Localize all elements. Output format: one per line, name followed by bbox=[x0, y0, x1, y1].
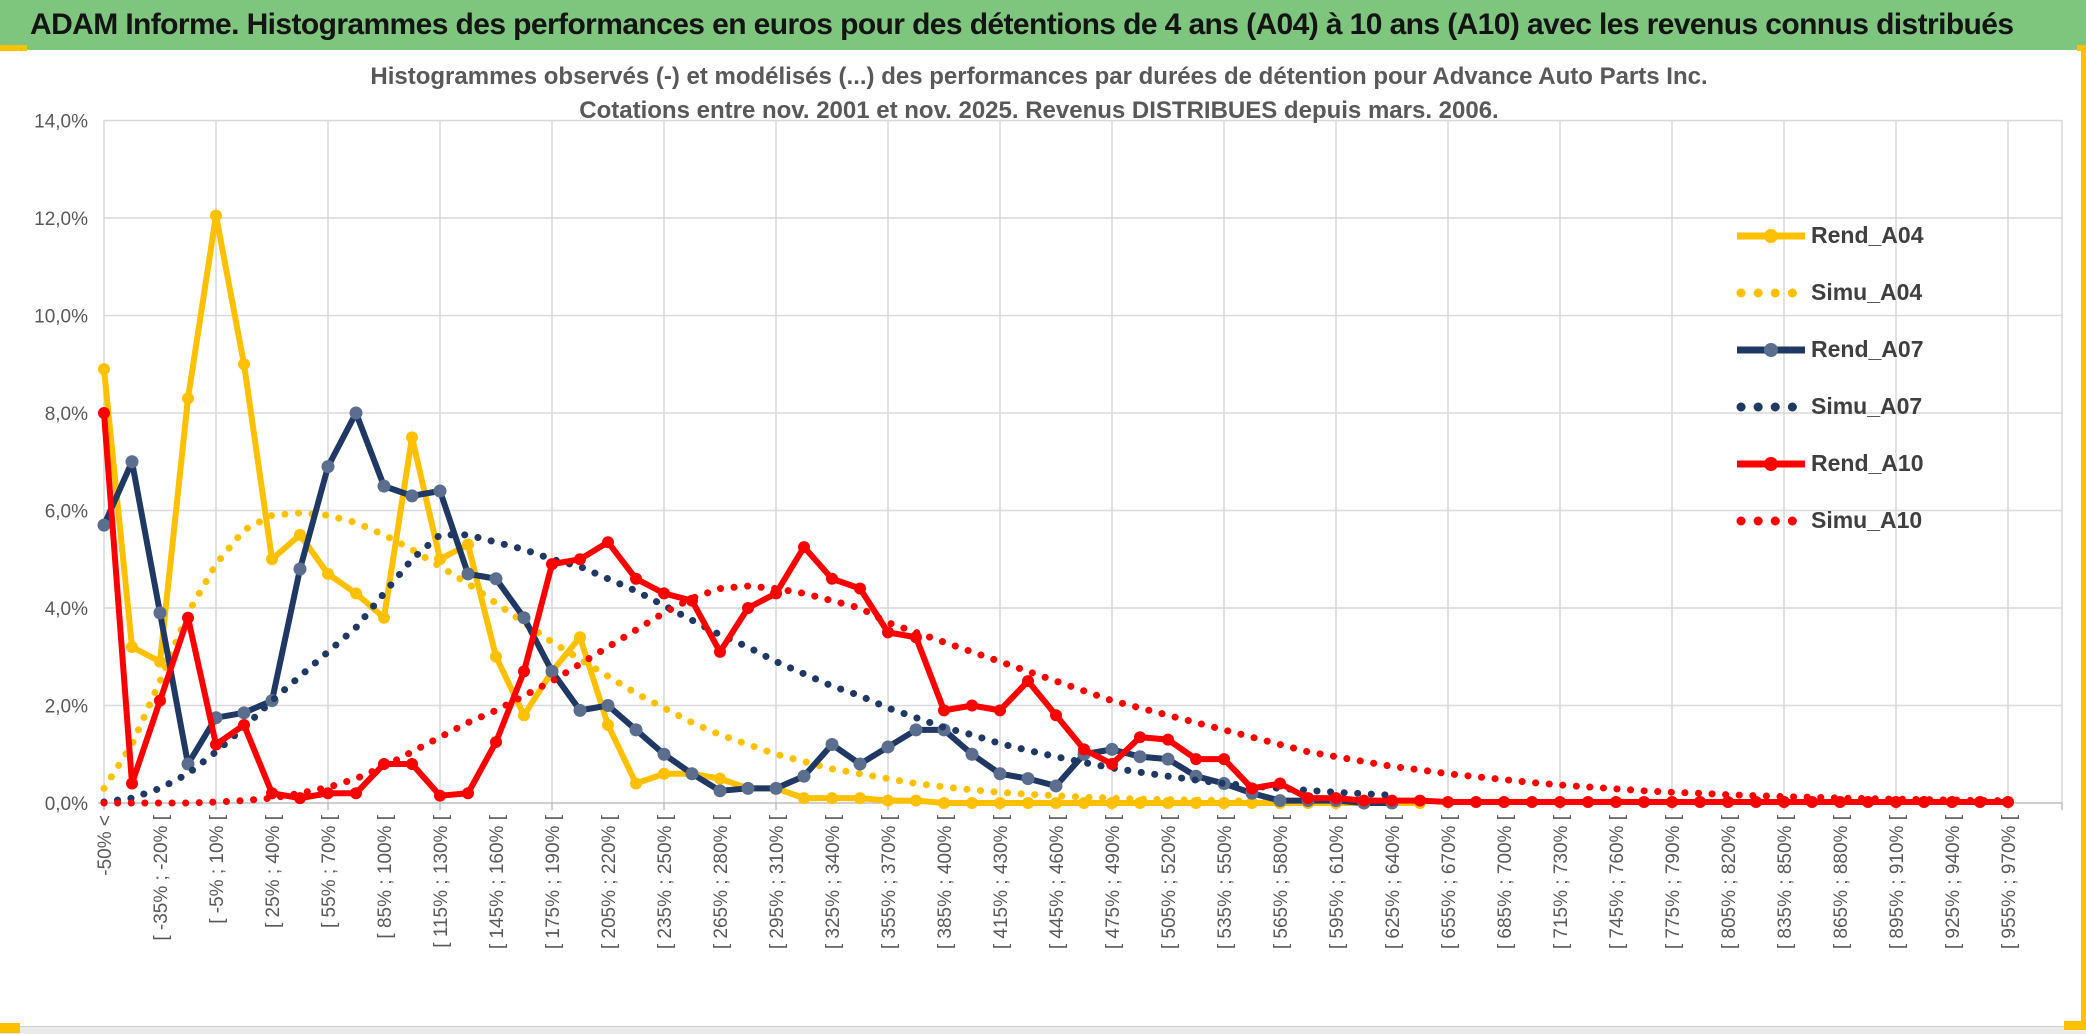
legend-item-rend-a07: Rend_A07 bbox=[1735, 321, 1923, 378]
svg-text:[ 325% ; 340% [: [ 325% ; 340% [ bbox=[823, 814, 844, 949]
legend-item-simu-a07: Simu_A07 bbox=[1735, 378, 1923, 435]
legend-swatch-solid-red-icon bbox=[1737, 456, 1805, 471]
svg-text:[ 925% ; 940% [: [ 925% ; 940% [ bbox=[1943, 814, 1964, 949]
svg-text:[ 415% ; 430% [: [ 415% ; 430% [ bbox=[991, 814, 1012, 949]
legend-label: Simu_A10 bbox=[1811, 507, 1923, 533]
gold-accent-bottom-right bbox=[2064, 1021, 2086, 1030]
svg-text:[ 85% ; 100% [: [ 85% ; 100% [ bbox=[375, 814, 396, 938]
svg-text:8,0%: 8,0% bbox=[45, 404, 88, 425]
svg-text:[ 295% ; 310% [: [ 295% ; 310% [ bbox=[767, 814, 788, 949]
svg-text:-50% <: -50% < bbox=[95, 815, 116, 876]
svg-text:[ 775% ; 790% [: [ 775% ; 790% [ bbox=[1663, 814, 1684, 949]
gold-accent-right-edge bbox=[2081, 51, 2086, 1022]
legend-swatch-dotted-red-icon bbox=[1736, 516, 1806, 525]
svg-text:14,0%: 14,0% bbox=[34, 112, 88, 133]
svg-text:2,0%: 2,0% bbox=[45, 697, 88, 718]
legend-item-rend-a10: Rend_A10 bbox=[1735, 435, 1923, 492]
gold-accent-top-right bbox=[2077, 45, 2086, 51]
legend-swatch-dotted-gold-icon bbox=[1736, 288, 1806, 297]
svg-text:4,0%: 4,0% bbox=[45, 599, 88, 620]
svg-text:[ 955% ; 970% [: [ 955% ; 970% [ bbox=[1999, 814, 2020, 949]
svg-text:[ 835% ; 850% [: [ 835% ; 850% [ bbox=[1775, 814, 1796, 949]
svg-text:[ 175% ; 190% [: [ 175% ; 190% [ bbox=[543, 814, 564, 949]
chart-title-line1: Histogrammes observés (-) et modélisés (… bbox=[370, 63, 1708, 90]
svg-text:[ 685% ; 700% [: [ 685% ; 700% [ bbox=[1495, 814, 1516, 949]
svg-text:[ 535% ; 550% [: [ 535% ; 550% [ bbox=[1215, 814, 1236, 949]
chart-title: Histogrammes observés (-) et modélisés (… bbox=[0, 60, 2078, 128]
legend-label: Rend_A10 bbox=[1811, 450, 1924, 476]
chart-title-line2: Cotations entre nov. 2001 et nov. 2025. … bbox=[579, 97, 1499, 124]
svg-text:[ 595% ; 610% [: [ 595% ; 610% [ bbox=[1327, 814, 1348, 949]
svg-text:[ 505% ; 520% [: [ 505% ; 520% [ bbox=[1159, 814, 1180, 949]
gold-accent-top-left bbox=[0, 45, 27, 51]
legend-swatch-solid-gold-icon bbox=[1737, 228, 1805, 243]
legend-label: Rend_A04 bbox=[1811, 222, 1924, 248]
svg-text:12,0%: 12,0% bbox=[34, 209, 88, 230]
svg-text:[ 895% ; 910% [: [ 895% ; 910% [ bbox=[1887, 814, 1908, 949]
chart-legend: Rend_A04 Simu_A04 Rend_A07 Simu_A07 Rend… bbox=[1735, 207, 1923, 549]
svg-text:[ 145% ; 160% [: [ 145% ; 160% [ bbox=[487, 814, 508, 949]
svg-text:[ 115% ; 130% [: [ 115% ; 130% [ bbox=[431, 814, 452, 947]
svg-text:[ 655% ; 670% [: [ 655% ; 670% [ bbox=[1439, 814, 1460, 949]
legend-swatch-dotted-navy-icon bbox=[1736, 402, 1806, 411]
svg-text:[ 235% ; 250% [: [ 235% ; 250% [ bbox=[655, 814, 676, 949]
svg-text:[ -35% ; -20% [: [ -35% ; -20% [ bbox=[151, 814, 172, 940]
svg-text:[ 445% ; 460% [: [ 445% ; 460% [ bbox=[1047, 814, 1068, 949]
svg-text:[ 625% ; 640% [: [ 625% ; 640% [ bbox=[1383, 814, 1404, 949]
svg-text:[ 265% ; 280% [: [ 265% ; 280% [ bbox=[711, 814, 732, 949]
svg-text:[ 565% ; 580% [: [ 565% ; 580% [ bbox=[1271, 814, 1292, 949]
svg-text:[ 55% ; 70% [: [ 55% ; 70% [ bbox=[319, 814, 340, 928]
svg-text:[ 205% ; 220% [: [ 205% ; 220% [ bbox=[599, 814, 620, 949]
svg-text:[ 805% ; 820% [: [ 805% ; 820% [ bbox=[1719, 814, 1740, 949]
legend-label: Simu_A04 bbox=[1811, 279, 1923, 305]
gold-accent-bottom-left bbox=[0, 1023, 20, 1033]
legend-item-simu-a04: Simu_A04 bbox=[1735, 264, 1923, 321]
svg-text:[ 385% ; 400% [: [ 385% ; 400% [ bbox=[935, 814, 956, 949]
svg-text:[ 475% ; 490% [: [ 475% ; 490% [ bbox=[1103, 814, 1124, 949]
svg-text:0,0%: 0,0% bbox=[45, 794, 88, 815]
legend-label: Simu_A07 bbox=[1811, 393, 1923, 419]
legend-swatch-solid-navy-icon bbox=[1737, 342, 1805, 357]
legend-item-rend-a04: Rend_A04 bbox=[1735, 207, 1923, 264]
legend-item-simu-a10: Simu_A10 bbox=[1735, 492, 1923, 549]
svg-text:10,0%: 10,0% bbox=[34, 307, 88, 328]
workbook-title-bar: ADAM Informe. Histogrammes des performan… bbox=[0, 0, 2086, 50]
worksheet-bottom-strip bbox=[0, 1026, 2086, 1034]
svg-text:[ 355% ; 370% [: [ 355% ; 370% [ bbox=[879, 814, 900, 949]
svg-text:[ 745% ; 760% [: [ 745% ; 760% [ bbox=[1607, 814, 1628, 949]
legend-label: Rend_A07 bbox=[1811, 336, 1924, 362]
svg-text:[ 25% ; 40% [: [ 25% ; 40% [ bbox=[263, 814, 284, 928]
svg-text:[ -5% ; 10% [: [ -5% ; 10% [ bbox=[207, 814, 228, 923]
workbook-title: ADAM Informe. Histogrammes des performan… bbox=[30, 8, 2014, 41]
svg-text:6,0%: 6,0% bbox=[45, 502, 88, 523]
svg-text:[ 865% ; 880% [: [ 865% ; 880% [ bbox=[1831, 814, 1852, 949]
svg-text:[ 715% ; 730% [: [ 715% ; 730% [ bbox=[1551, 814, 1572, 949]
